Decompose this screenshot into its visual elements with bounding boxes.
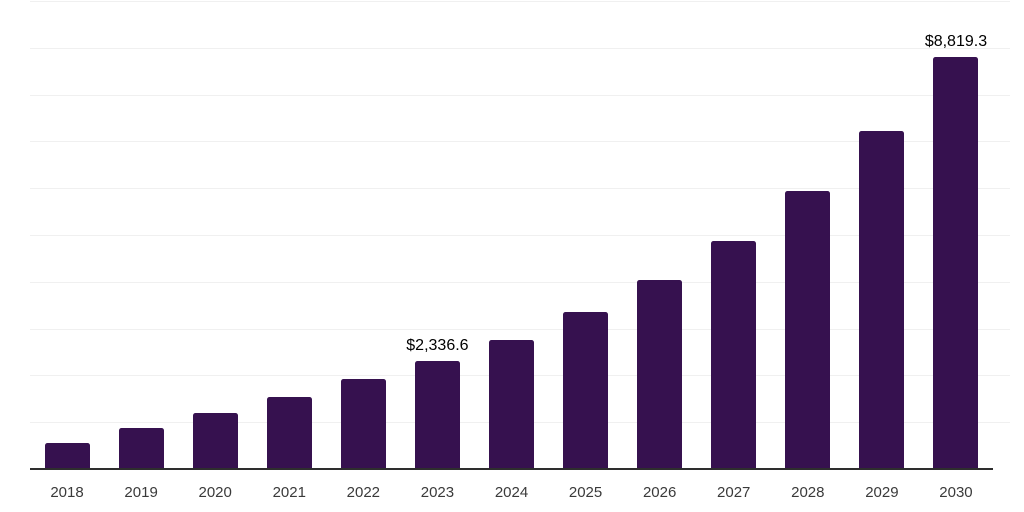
gridline-8000 [30,94,1010,96]
bar-2019 [118,427,164,470]
x-axis: 2018 2019 2020 2021 2022 2023 2024 2025 2026 2027… [30,484,1010,508]
x-tick-label-2019: 2019 [124,484,158,501]
x-tick-label-2023: 2023 [420,484,455,501]
x-tick-label-2029: 2029 [865,484,899,501]
x-tick-label-2021: 2021 [272,484,306,501]
x-tick-label-2022: 2022 [346,484,381,501]
gridline-3000 [30,328,1010,330]
bar-2027 [711,240,757,470]
x-tick-label-2030: 2030 [939,484,973,501]
x-tick-label-2020: 2020 [198,484,232,501]
x-tick-label-2018: 2018 [50,484,84,501]
bar-2021 [266,397,312,470]
x-tick-label-2028: 2028 [791,484,825,501]
gridline-4000 [30,281,1010,283]
bar-2020 [192,412,238,470]
gridline-7000 [30,141,1010,143]
gridline-5000 [30,235,1010,236]
x-axis-line [30,468,993,470]
x-tick-label-2026: 2026 [642,484,677,501]
bar-2026 [637,280,683,470]
plot-area: $2,336.6 $8,819.3 [30,1,1010,470]
bar-2025 [563,311,609,470]
x-tick-label-2025: 2025 [568,484,603,501]
bar-2023 [414,360,460,470]
bar-2018 [44,442,90,470]
bar-2028 [785,191,831,470]
gridline-10000 [30,1,1010,2]
data-label-2030: $8,819.3 [924,33,988,51]
gridline-9000 [30,47,1010,49]
bar-2022 [340,378,386,470]
x-tick-label-2024: 2024 [494,484,529,501]
bar-2030 [933,57,979,470]
gridline-6000 [30,188,1010,190]
data-label-2023: $2,336.6 [406,336,469,354]
bar-2029 [859,130,905,470]
x-tick-label-2027: 2027 [717,484,751,501]
bar-2024 [489,339,534,470]
